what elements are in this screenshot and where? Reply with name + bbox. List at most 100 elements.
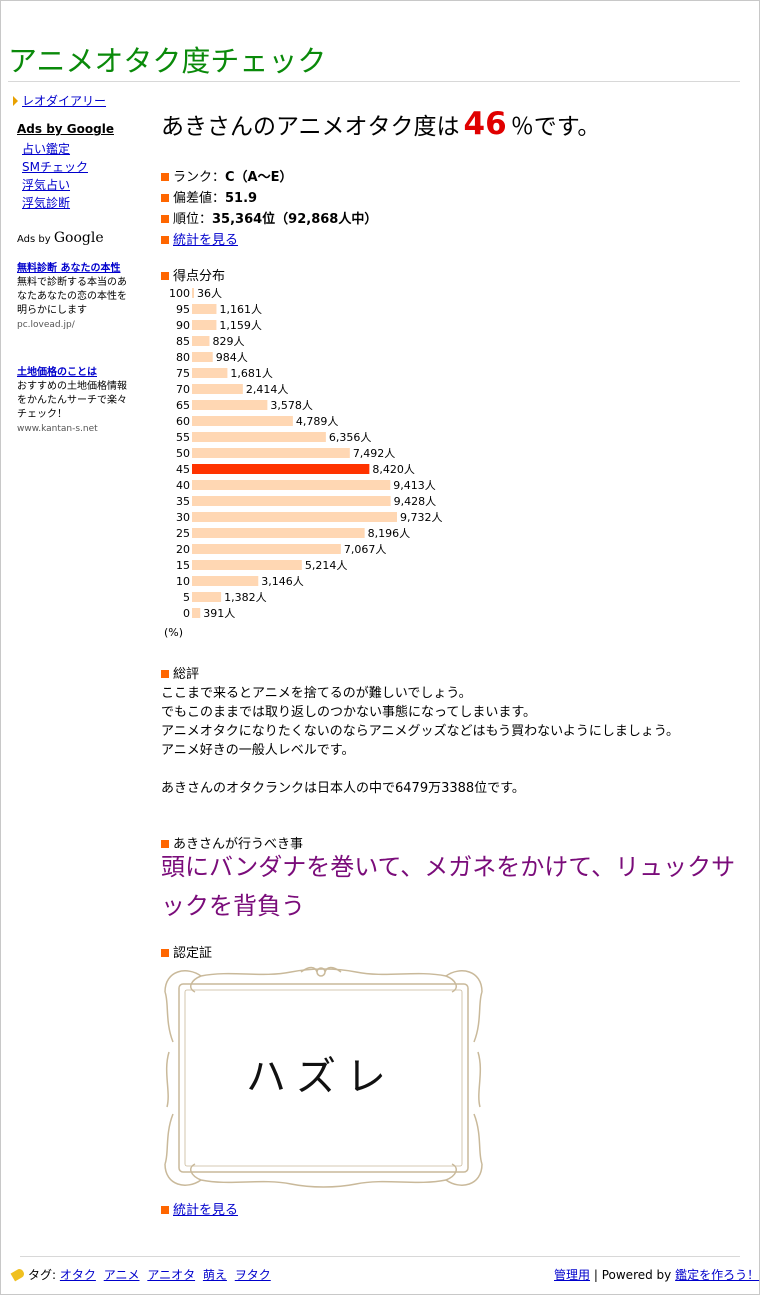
bullet-icon	[161, 215, 169, 223]
chart-value-label: 829人	[212, 335, 244, 348]
certificate-heading-row: 認定証	[161, 942, 212, 961]
blog-link[interactable]: レオダイアリー	[22, 94, 107, 108]
action-heading-row: あきさんが行うべき事	[161, 833, 303, 852]
result-percent: 46	[463, 106, 507, 142]
chart-category-label: 60	[176, 415, 190, 428]
deviation-row: 偏差値：51.9	[161, 187, 257, 206]
chart-category-label: 15	[176, 559, 190, 572]
deviation-label: 偏差値：	[173, 191, 226, 206]
chart-value-label: 6,356人	[329, 431, 372, 444]
chart-category-label: 40	[176, 479, 190, 492]
chart-value-label: 3,146人	[261, 575, 304, 588]
ad-link[interactable]: 浮気占い	[22, 178, 71, 192]
ad-link[interactable]: 浮気診断	[22, 196, 71, 210]
bullet-icon	[161, 173, 169, 181]
certificate-frame	[164, 966, 483, 1188]
chart-bar	[192, 512, 397, 522]
chart-category-label: 50	[176, 447, 190, 460]
chart-category-label: 55	[176, 431, 190, 444]
make-quiz-link[interactable]: 鑑定を作ろう！	[675, 1268, 760, 1282]
stats-link-bottom[interactable]: 統計を見る	[173, 1203, 239, 1218]
chart-value-label: 36人	[197, 287, 222, 300]
chart-bar	[192, 560, 302, 570]
review-rank-line: あきさんのオタクランクは日本人の中で6479万3388位です。	[161, 781, 525, 796]
chart-value-label: 1,159人	[219, 319, 262, 332]
tag-link[interactable]: アニメ	[103, 1268, 140, 1282]
chart-value-label: 7,067人	[344, 543, 387, 556]
chart-bar	[192, 592, 222, 602]
chart-bar	[192, 368, 228, 378]
rank-value: C（A～E）	[225, 170, 293, 185]
tag-link[interactable]: 萌え	[202, 1268, 227, 1282]
chart-value-label: 5,214人	[305, 559, 348, 572]
chart-bar	[192, 416, 293, 426]
tag-icon	[10, 1267, 26, 1282]
spacer	[161, 760, 679, 779]
chart-category-label: 80	[176, 351, 190, 364]
action-heading: あきさんが行うべき事	[173, 837, 304, 852]
tag-link[interactable]: ヲタク	[234, 1268, 271, 1282]
chart-category-label: 85	[176, 335, 190, 348]
chart-bar	[192, 320, 217, 330]
chart-title: 得点分布	[173, 269, 226, 284]
chart-category-label: 5	[183, 591, 190, 604]
footer-tags: タグ: オタク アニメ アニオタ 萌え ヲタク	[10, 1266, 275, 1283]
ad-url: pc.lovead.jp/	[17, 320, 75, 330]
stats-link[interactable]: 統計を見る	[173, 233, 239, 248]
ad-link[interactable]: SMチェック	[22, 160, 88, 174]
bullet-icon	[161, 840, 169, 848]
admin-link[interactable]: 管理用	[554, 1268, 591, 1282]
chart-category-label: 25	[176, 527, 190, 540]
certificate-image: ハズレ	[164, 966, 483, 1188]
ad-description: おすすめの土地価格情報をかんたんサーチで楽々チェック！	[17, 381, 127, 420]
ad-title[interactable]: 土地価格のことは	[17, 367, 97, 378]
ads-by-prefix: Ads by	[17, 234, 51, 245]
chart-bar	[192, 384, 243, 394]
headline-suffix: ％です。	[510, 114, 601, 140]
ads-title[interactable]: Ads by Google	[17, 122, 114, 136]
chart-category-label: 0	[183, 607, 190, 620]
chart-bar	[192, 576, 259, 586]
chart-unit: (%)	[164, 626, 184, 639]
header-divider	[8, 81, 740, 82]
tag-link[interactable]: アニオタ	[147, 1268, 196, 1282]
chart-bar	[192, 288, 194, 298]
chart-category-label: 35	[176, 495, 190, 508]
headline-prefix: あきさんのアニメオタク度は	[161, 114, 460, 140]
chart-category-label: 45	[176, 463, 190, 476]
result-headline: あきさんのアニメオタク度は 46 ％です。	[161, 106, 600, 142]
stats-link-row: 統計を見る	[161, 229, 238, 248]
chart-value-label: 1,681人	[230, 367, 273, 380]
stats-link-bottom-row: 統計を見る	[161, 1199, 238, 1218]
chart-bar	[192, 400, 268, 410]
chart-category-label: 70	[176, 383, 190, 396]
ad-link-list: 占い鑑定 SMチェック 浮気占い 浮気診断	[17, 140, 132, 212]
ad-link[interactable]: 占い鑑定	[22, 142, 71, 156]
arrow-icon	[13, 96, 18, 106]
review-heading: 総評	[173, 667, 200, 682]
ads-by-google[interactable]: Ads by Google	[17, 230, 132, 246]
chart-value-label: 1,382人	[224, 591, 267, 604]
order-row: 順位：35,364位（92,868人中）	[161, 208, 377, 227]
bullet-icon	[161, 949, 169, 957]
ad-unit: 無料診断 あなたの本性 無料で診断する本当のあなたあなたの恋の本性を明らかにしま…	[17, 262, 132, 330]
chart-value-label: 391人	[203, 607, 235, 620]
blog-link-row: レオダイアリー	[13, 92, 106, 109]
chart-bar	[192, 432, 326, 442]
ad-unit: 土地価格のことは おすすめの土地価格情報をかんたんサーチで楽々チェック！ www…	[17, 366, 132, 434]
chart-bar	[192, 336, 210, 346]
chart-value-label: 3,578人	[270, 399, 313, 412]
chart-title-row: 得点分布	[161, 265, 225, 284]
certificate-heading: 認定証	[173, 946, 213, 961]
tag-link[interactable]: オタク	[59, 1268, 96, 1282]
deviation-value: 51.9	[225, 191, 258, 206]
chart-category-label: 65	[176, 399, 190, 412]
tag-label: タグ:	[28, 1268, 57, 1282]
bullet-icon	[161, 1206, 169, 1214]
bullet-icon	[161, 670, 169, 678]
chart-value-label: 984人	[216, 351, 248, 364]
review-heading-row: 総評	[161, 665, 679, 684]
ad-title[interactable]: 無料診断 あなたの本性	[17, 263, 121, 274]
chart-value-label: 8,420人	[372, 463, 415, 476]
